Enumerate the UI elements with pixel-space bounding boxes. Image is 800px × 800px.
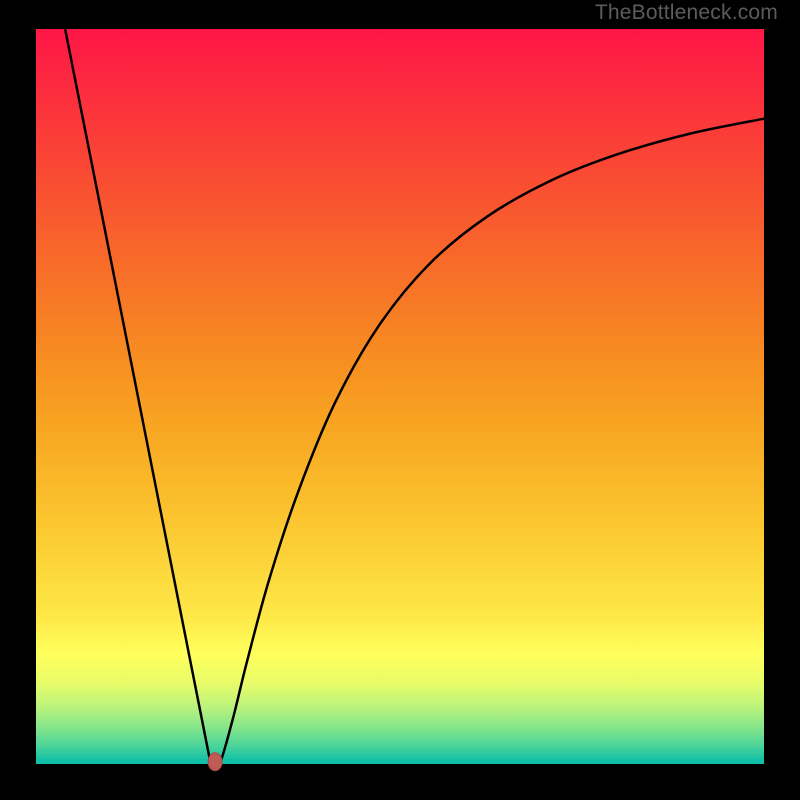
bottleneck-curve-chart (0, 0, 800, 800)
chart-root: { "watermark": { "text": "TheBottleneck.… (0, 0, 800, 800)
watermark-text: TheBottleneck.com (595, 1, 778, 25)
optimal-baseline (36, 759, 764, 764)
plot-background (36, 29, 764, 764)
optimal-point-marker (208, 753, 222, 771)
